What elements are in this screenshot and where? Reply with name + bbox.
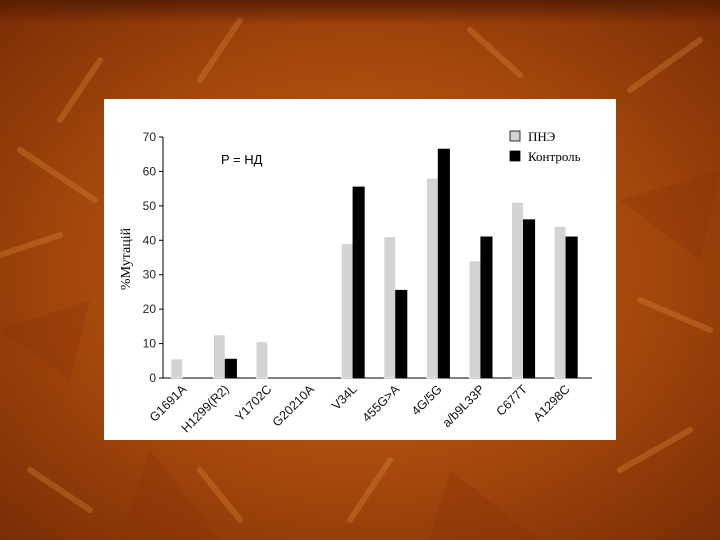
y-ticks: 0 10 20 30 40 50 60 70 [143, 130, 163, 385]
x-tick-label: Y1702C [233, 382, 275, 424]
bar-control-455g-a [395, 289, 408, 379]
bar-pne-a-b9l33p [468, 260, 482, 379]
x-tick-label: V34L [329, 382, 360, 413]
y-tick-label: 0 [149, 371, 156, 385]
y-tick-label: 30 [143, 268, 157, 282]
bar-pne-g1691a [170, 358, 183, 379]
legend-swatch-pne [509, 130, 521, 142]
bar-pne-y1702c [255, 341, 268, 379]
y-tick-label: 60 [143, 164, 157, 178]
y-tick-label: 20 [143, 302, 157, 316]
bar-control-c677t [522, 219, 536, 379]
legend-label-control: Контроль [528, 149, 581, 164]
bar-control-4g-5g [437, 148, 450, 379]
legend-swatch-control [509, 150, 521, 162]
chart-panel: %Мутацій P = НД 0 10 20 30 40 50 60 70 G1691A H1… [104, 99, 616, 440]
bar-pne-h1299-r2- [213, 334, 226, 379]
y-tick-label: 70 [143, 130, 157, 144]
bar-pne-4g-5g [426, 178, 439, 379]
x-tick-label: 4G/5G [409, 382, 445, 418]
legend-label-pne: ПНЭ [528, 129, 556, 144]
x-tick-label: A1298C [531, 382, 573, 424]
x-tick-label: C677T [494, 382, 531, 419]
bar-pne-455g-a [383, 236, 396, 379]
bar-pne-a1298c [554, 226, 567, 379]
significance-annotation: P = НД [221, 152, 263, 167]
y-tick-label: 50 [143, 199, 157, 213]
x-tick-label: G20210A [270, 382, 318, 430]
top-shade [0, 0, 720, 24]
x-tick-label: 455G>A [360, 382, 403, 425]
y-tick-label: 10 [143, 337, 157, 351]
bar-pne-c677t [511, 202, 524, 379]
bar-pne-v34l [341, 243, 354, 379]
x-tick-label: G1691A [147, 382, 190, 425]
x-tick-label: a/b9L33P [440, 382, 488, 430]
legend: ПНЭ Контроль [509, 129, 581, 164]
bar-control-v34l [352, 186, 365, 379]
bar-control-h1299-r2- [224, 358, 237, 379]
bar-control-a-b9l33p [480, 236, 493, 379]
bar-control-a1298c [565, 236, 578, 379]
y-tick-label: 40 [143, 233, 157, 247]
bars [170, 148, 578, 379]
y-axis-label: %Мутацій [119, 227, 134, 290]
